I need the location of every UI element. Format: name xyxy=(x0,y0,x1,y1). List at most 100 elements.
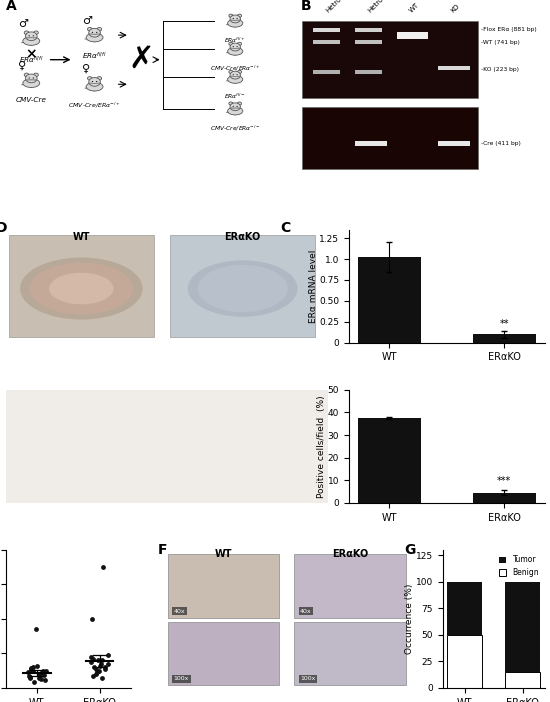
Circle shape xyxy=(230,102,240,111)
Text: -Cre (411 bp): -Cre (411 bp) xyxy=(481,140,521,145)
Text: WT: WT xyxy=(408,2,420,14)
Text: ♀: ♀ xyxy=(18,60,26,70)
Circle shape xyxy=(238,102,241,105)
Circle shape xyxy=(32,77,34,79)
Circle shape xyxy=(235,107,236,108)
Circle shape xyxy=(229,102,233,105)
Point xyxy=(101,662,109,673)
Point xyxy=(94,665,103,676)
Point xyxy=(39,669,48,680)
Bar xyxy=(505,672,540,688)
FancyBboxPatch shape xyxy=(294,554,406,618)
FancyBboxPatch shape xyxy=(9,235,154,337)
Y-axis label: ERα mRNA level: ERα mRNA level xyxy=(309,250,318,323)
Circle shape xyxy=(236,106,238,107)
Circle shape xyxy=(87,77,92,80)
Circle shape xyxy=(89,77,100,86)
FancyBboxPatch shape xyxy=(438,67,470,70)
Ellipse shape xyxy=(23,79,40,88)
Text: ERα$^{fl/+}$: ERα$^{fl/+}$ xyxy=(224,36,246,46)
Y-axis label: Positive cells/field  (%): Positive cells/field (%) xyxy=(317,395,326,498)
Point xyxy=(95,660,104,671)
Point xyxy=(26,671,35,682)
Circle shape xyxy=(97,77,102,80)
Point xyxy=(87,614,96,625)
Point xyxy=(86,656,95,668)
Point xyxy=(97,655,106,666)
Text: ERα$^{fl/fl}$: ERα$^{fl/fl}$ xyxy=(19,55,43,66)
Circle shape xyxy=(25,74,37,83)
Circle shape xyxy=(235,76,236,77)
Text: CMV-Cre/ERα$^{-/+}$: CMV-Cre/ERα$^{-/+}$ xyxy=(68,101,121,110)
Ellipse shape xyxy=(20,258,142,319)
Point xyxy=(26,663,35,674)
Point xyxy=(41,675,50,686)
FancyBboxPatch shape xyxy=(314,70,340,74)
Text: ×: × xyxy=(25,47,37,61)
Point xyxy=(87,651,96,663)
Circle shape xyxy=(92,32,93,33)
Point xyxy=(103,649,112,661)
Ellipse shape xyxy=(86,33,103,42)
Ellipse shape xyxy=(197,265,288,312)
Circle shape xyxy=(34,31,38,34)
Text: -KO (223 bp): -KO (223 bp) xyxy=(481,67,519,72)
Circle shape xyxy=(94,83,95,84)
Point xyxy=(89,670,97,682)
Point xyxy=(94,655,103,666)
Ellipse shape xyxy=(23,37,40,46)
Circle shape xyxy=(96,81,97,82)
Point xyxy=(37,674,46,685)
Point xyxy=(97,673,106,684)
Ellipse shape xyxy=(228,107,243,115)
Point xyxy=(30,676,39,687)
Point xyxy=(34,673,43,684)
Circle shape xyxy=(233,18,234,19)
Ellipse shape xyxy=(30,263,133,314)
Point xyxy=(34,668,43,680)
Circle shape xyxy=(238,14,241,18)
Circle shape xyxy=(92,81,93,82)
Point xyxy=(29,665,37,676)
FancyBboxPatch shape xyxy=(355,41,382,44)
Point xyxy=(104,658,113,670)
Text: 100x: 100x xyxy=(174,676,189,682)
Point xyxy=(91,668,100,680)
Ellipse shape xyxy=(228,48,243,55)
Text: A: A xyxy=(6,0,16,13)
Ellipse shape xyxy=(86,82,103,91)
Point xyxy=(33,660,42,671)
Point xyxy=(24,667,32,678)
Text: Hetro: Hetro xyxy=(367,0,384,14)
Text: CMV-Cre: CMV-Cre xyxy=(16,97,47,102)
Point xyxy=(26,663,35,675)
Circle shape xyxy=(230,43,240,51)
Bar xyxy=(505,582,540,672)
Point xyxy=(98,562,107,573)
Text: ***: *** xyxy=(497,476,511,486)
Point xyxy=(91,663,100,675)
Text: D: D xyxy=(0,221,7,234)
Circle shape xyxy=(233,74,234,75)
Point xyxy=(92,667,101,678)
Circle shape xyxy=(96,32,97,33)
Bar xyxy=(472,493,536,503)
Circle shape xyxy=(236,74,238,75)
Point xyxy=(24,670,33,682)
Circle shape xyxy=(89,28,100,37)
Circle shape xyxy=(229,14,233,18)
Point xyxy=(26,672,35,683)
FancyBboxPatch shape xyxy=(355,28,382,32)
Circle shape xyxy=(97,27,102,31)
Text: B: B xyxy=(300,0,311,13)
Text: **: ** xyxy=(499,319,509,329)
Ellipse shape xyxy=(49,272,114,305)
Point xyxy=(29,662,37,673)
Circle shape xyxy=(32,35,34,37)
Circle shape xyxy=(229,42,233,46)
Circle shape xyxy=(87,27,92,31)
Point xyxy=(90,662,98,673)
Point xyxy=(89,653,98,664)
FancyBboxPatch shape xyxy=(168,622,279,685)
Text: ERαKO: ERαKO xyxy=(224,232,261,242)
